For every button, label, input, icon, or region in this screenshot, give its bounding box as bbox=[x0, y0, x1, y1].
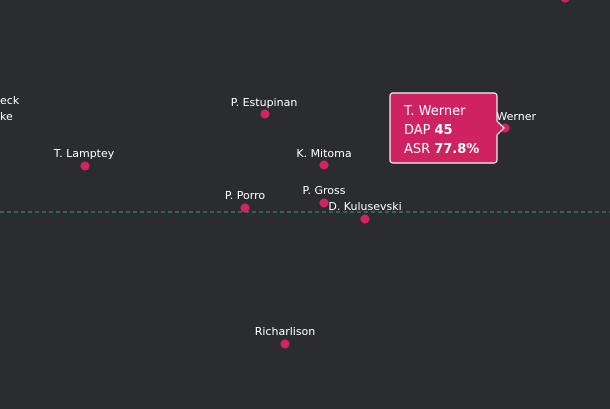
tooltip-row-value: 45 bbox=[435, 123, 453, 138]
tooltip-row-label: DAP bbox=[404, 123, 431, 138]
tooltip-title: T. Werner bbox=[403, 104, 466, 119]
point-label: eck bbox=[0, 94, 20, 107]
point[interactable] bbox=[80, 161, 90, 171]
tooltip: T. Werner DAP 45 ASR 77.8% bbox=[389, 92, 505, 164]
point-label: P. Estupinan bbox=[231, 96, 298, 109]
point-label: Richarlison bbox=[255, 325, 316, 338]
tooltip-row: ASR 77.8% bbox=[404, 142, 479, 157]
point[interactable] bbox=[319, 160, 329, 170]
point[interactable] bbox=[560, 0, 570, 3]
point-label: K. Mitoma bbox=[296, 147, 351, 160]
tooltip-box bbox=[389, 92, 505, 164]
point[interactable] bbox=[240, 203, 250, 213]
point-label: T. Lamptey bbox=[53, 147, 115, 160]
point-label: P. Gross bbox=[303, 184, 346, 197]
tooltip-row-label: ASR bbox=[404, 142, 430, 157]
point[interactable] bbox=[360, 214, 370, 224]
point-label: ke bbox=[0, 110, 13, 123]
point[interactable] bbox=[260, 109, 270, 119]
point[interactable] bbox=[319, 198, 329, 208]
point-label: D. Kulusevski bbox=[328, 200, 401, 213]
point[interactable] bbox=[500, 123, 510, 133]
tooltip-row: DAP 45 bbox=[404, 123, 453, 138]
tooltip-row-value: 77.8% bbox=[434, 142, 479, 157]
point[interactable] bbox=[280, 339, 290, 349]
point-label: P. Porro bbox=[225, 189, 265, 202]
